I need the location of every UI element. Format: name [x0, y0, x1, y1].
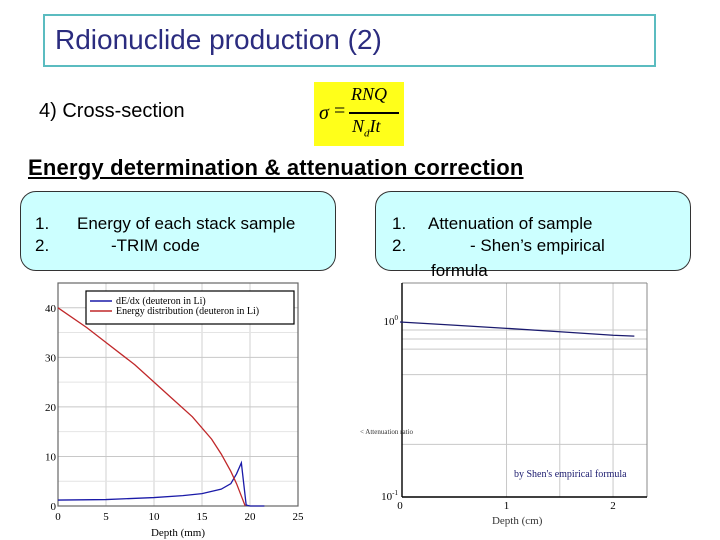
list-item: 1. Energy of each stack sample: [35, 214, 296, 233]
energy-panel: 1. Energy of each stack sample 2. -TRIM …: [20, 191, 336, 271]
svg-text:30: 30: [45, 352, 57, 364]
formula-lhs: σ: [319, 102, 329, 124]
svg-text:15: 15: [197, 511, 209, 523]
formula-fraction-bar: [349, 112, 399, 114]
formula-equals: =: [334, 100, 346, 122]
svg-text:100: 100: [384, 314, 399, 328]
svg-text:by Shen's empirical formula: by Shen's empirical formula: [514, 469, 627, 480]
svg-text:2: 2: [610, 500, 616, 512]
cross-section-formula: σ = RNQ NdIt: [314, 82, 404, 146]
cross-section-label: 4) Cross-section: [39, 100, 185, 122]
svg-text:< Attenuation ratio: < Attenuation ratio: [360, 428, 413, 436]
svg-text:0: 0: [397, 500, 403, 512]
list-item: 1. Attenuation of sample: [392, 214, 593, 233]
svg-text:5: 5: [103, 511, 109, 523]
attenuation-panel: 1. Attenuation of sample 2. - Shen’s emp…: [375, 191, 691, 271]
svg-text:25: 25: [293, 511, 305, 523]
title-box: Rdionuclide production (2): [43, 14, 656, 67]
svg-text:20: 20: [45, 402, 57, 414]
svg-text:Energy distribution (deuteron: Energy distribution (deuteron in Li): [116, 306, 259, 317]
slide-title: Rdionuclide production (2): [55, 24, 382, 55]
energy-depth-chart: 0 5 10 15 20 25 0 10 20 30 40 Depth (mm) dE/dx (deut…: [45, 282, 305, 539]
svg-text:1: 1: [504, 500, 510, 512]
panel-overflow-text: formula: [431, 261, 488, 280]
section-heading: Energy determination & attenuation corre…: [28, 155, 524, 180]
svg-text:0: 0: [51, 501, 57, 513]
svg-text:Depth (cm): Depth (cm): [492, 515, 543, 527]
svg-text:10-1: 10-1: [381, 489, 398, 503]
svg-text:10: 10: [149, 511, 161, 523]
list-item: 2. - Shen’s empirical: [392, 236, 605, 255]
svg-text:40: 40: [45, 303, 57, 315]
attenuation-depth-chart: 100 10-10 1 2 Depth (cm) < Attenuation ratio b…: [360, 282, 648, 527]
formula-numerator: RNQ: [351, 84, 387, 104]
svg-text:Depth (mm): Depth (mm): [151, 527, 205, 539]
list-item: 2. -TRIM code: [35, 236, 200, 255]
formula-denominator: NdIt: [352, 116, 381, 140]
svg-text:dE/dx (deuteron in Li): dE/dx (deuteron in Li): [116, 296, 206, 307]
svg-text:0: 0: [55, 511, 61, 523]
svg-text:10: 10: [45, 451, 57, 463]
svg-text:20: 20: [245, 511, 257, 523]
